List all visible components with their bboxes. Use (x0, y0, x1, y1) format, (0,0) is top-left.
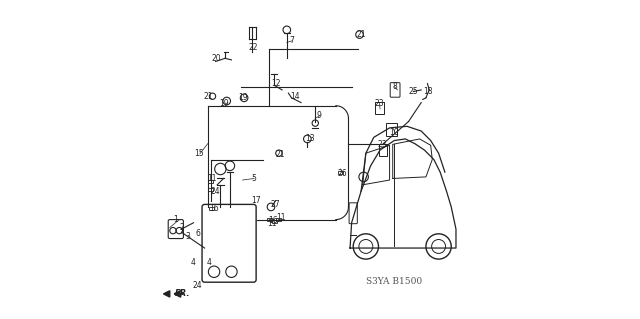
FancyBboxPatch shape (349, 203, 357, 224)
Bar (375, 102, 384, 114)
Text: 10: 10 (390, 128, 399, 137)
Text: 9: 9 (317, 111, 322, 120)
Text: 21: 21 (356, 30, 366, 39)
FancyBboxPatch shape (202, 204, 256, 282)
Text: 8: 8 (393, 82, 397, 91)
Text: 27: 27 (270, 200, 280, 209)
Bar (378, 144, 387, 156)
Bar (267, 218, 272, 221)
Text: 7: 7 (289, 36, 294, 45)
Bar (209, 180, 213, 183)
Text: 6: 6 (196, 229, 201, 238)
Text: 14: 14 (290, 93, 300, 101)
Text: 17: 17 (252, 196, 261, 205)
Bar (338, 171, 343, 174)
Text: 1: 1 (173, 215, 177, 224)
Bar (271, 219, 276, 223)
Text: 11: 11 (207, 174, 216, 183)
Text: 3: 3 (186, 232, 190, 241)
Text: 16: 16 (209, 204, 219, 213)
FancyBboxPatch shape (390, 83, 400, 97)
Text: 21: 21 (276, 150, 285, 159)
Text: 4: 4 (191, 258, 196, 267)
Text: 18: 18 (424, 87, 433, 96)
Text: 12: 12 (271, 79, 281, 88)
Text: S3YA B1500: S3YA B1500 (366, 277, 422, 286)
Text: 5: 5 (252, 174, 257, 183)
Text: FR.: FR. (175, 289, 190, 298)
Text: 23: 23 (378, 140, 387, 149)
Text: 19: 19 (220, 99, 229, 108)
Text: 11: 11 (276, 212, 285, 222)
Text: 25: 25 (408, 87, 418, 96)
Bar (209, 188, 213, 191)
Bar (209, 207, 214, 210)
Text: 15: 15 (195, 149, 204, 158)
Bar (276, 218, 282, 221)
Text: 21: 21 (204, 93, 213, 101)
Text: 24: 24 (210, 187, 220, 196)
Text: 16: 16 (268, 216, 278, 225)
Text: 26: 26 (338, 169, 348, 178)
Text: 24: 24 (193, 281, 202, 290)
Text: 2: 2 (179, 223, 184, 232)
FancyBboxPatch shape (168, 219, 184, 239)
Text: 20: 20 (211, 55, 221, 63)
Text: 11: 11 (267, 219, 276, 228)
Bar (387, 123, 397, 136)
Text: 23: 23 (374, 99, 384, 108)
Polygon shape (163, 291, 170, 297)
Text: 13: 13 (305, 134, 315, 144)
Text: 19: 19 (239, 93, 248, 102)
Text: 22: 22 (249, 43, 259, 52)
Text: 4: 4 (206, 258, 211, 267)
